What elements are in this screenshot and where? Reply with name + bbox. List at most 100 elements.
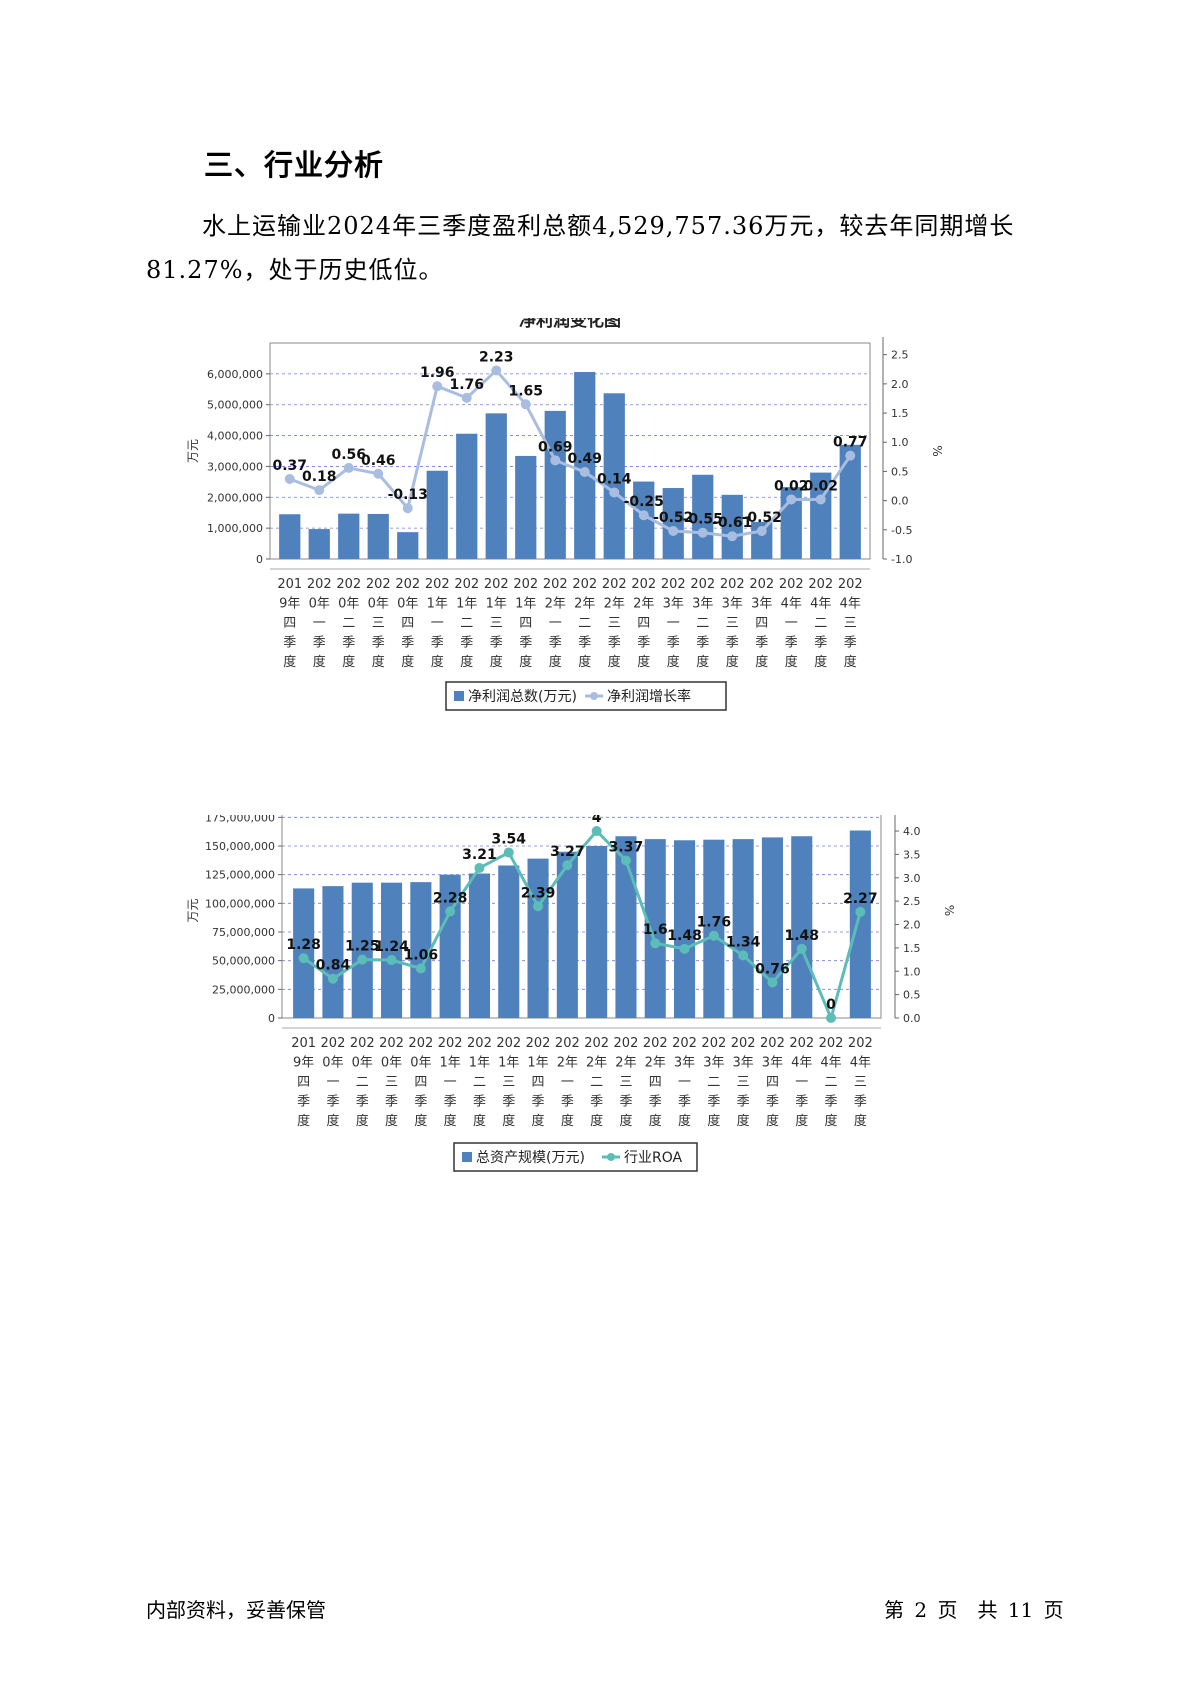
line-point	[727, 531, 738, 542]
y-tick-label: 0	[256, 553, 263, 566]
bar	[426, 470, 448, 559]
line-point	[591, 826, 602, 837]
x-tick-label: 一	[667, 616, 680, 631]
x-tick-label: 季	[766, 1095, 779, 1110]
x-tick-label: 202	[760, 1036, 785, 1051]
x-tick-label: 一	[785, 616, 798, 631]
line-point	[845, 450, 856, 461]
x-tick-label: 度	[342, 654, 355, 670]
data-label: 1.76	[697, 915, 732, 931]
y-tick-label: 150,000,000	[205, 840, 275, 853]
bar	[791, 836, 813, 1018]
line-point	[491, 365, 502, 376]
x-tick-label: 度	[431, 654, 444, 670]
y2-tick-label: 2.5	[903, 895, 921, 908]
y2-tick-label: 4.0	[903, 825, 921, 838]
x-tick-label: 季	[795, 1095, 808, 1110]
x-tick-label: 季	[342, 636, 355, 651]
data-label: 0.02	[803, 478, 838, 494]
x-tick-label: 四	[637, 616, 650, 631]
x-tick-label: 季	[431, 636, 444, 651]
x-tick-label: 202	[631, 577, 656, 592]
x-tick-label: 季	[385, 1095, 398, 1110]
bar	[439, 874, 461, 1018]
y-axis-label: 万元	[186, 439, 200, 463]
x-tick-label: 季	[667, 636, 680, 651]
bar	[338, 513, 360, 559]
x-tick-label: 三	[619, 1075, 632, 1090]
x-tick-label: 202	[408, 1036, 433, 1051]
x-tick-label: 2年	[615, 1056, 636, 1071]
line-point	[373, 468, 384, 479]
x-tick-label: 一	[326, 1075, 339, 1090]
x-tick-label: 3年	[674, 1056, 695, 1071]
x-tick-label: 4年	[791, 1056, 812, 1071]
x-tick-label: 202	[366, 577, 391, 592]
y2-tick-label: 2.0	[903, 919, 921, 932]
y2-tick-label: 2.0	[891, 378, 909, 391]
line-point	[415, 963, 426, 974]
data-label: 0.37	[272, 458, 307, 474]
x-tick-label: 202	[848, 1036, 873, 1051]
y2-tick-label: 2.5	[891, 349, 909, 362]
y2-tick-label: -0.5	[891, 524, 912, 537]
x-tick-label: 1年	[527, 1056, 548, 1071]
x-tick-label: 季	[372, 636, 385, 651]
section-paragraph: 水上运输业2024年三季度盈利总额4,529,757.36万元，较去年同期增长8…	[146, 204, 1046, 292]
line-point	[815, 494, 826, 505]
y-tick-label: 6,000,000	[207, 368, 263, 381]
x-tick-label: 二	[356, 1075, 369, 1090]
bar	[574, 372, 596, 559]
x-tick-label: 202	[789, 1036, 814, 1051]
x-tick-label: 202	[454, 577, 479, 592]
x-tick-label: 0年	[410, 1056, 431, 1071]
x-tick-label: 0年	[397, 597, 418, 612]
total-assets-chart: 总资产变化图025,000,00050,000,00075,000,000100…	[175, 772, 1020, 1275]
line-point	[708, 930, 719, 941]
x-tick-label: 三	[372, 616, 385, 631]
x-tick-label: 度	[637, 654, 650, 670]
x-tick-label: 202	[467, 1036, 492, 1051]
bar	[732, 839, 754, 1018]
x-tick-label: 三	[385, 1075, 398, 1090]
x-tick-label: 三	[502, 1075, 515, 1090]
bar	[586, 846, 608, 1018]
x-tick-label: 0年	[309, 597, 330, 612]
line-point	[445, 906, 456, 917]
x-tick-label: 202	[496, 1036, 521, 1051]
x-tick-label: 202	[307, 577, 332, 592]
x-tick-label: 202	[731, 1036, 756, 1051]
line-point	[386, 955, 397, 966]
x-tick-label: 1年	[498, 1056, 519, 1071]
line-point	[679, 943, 690, 954]
x-tick-label: 202	[720, 577, 745, 592]
x-tick-label: 3年	[663, 597, 684, 612]
x-tick-label: 四	[401, 616, 414, 631]
legend-line-marker	[607, 1153, 615, 1161]
x-tick-label: 202	[808, 577, 833, 592]
y2-axis-label: %	[930, 445, 944, 456]
x-tick-label: 季	[608, 636, 621, 651]
y2-tick-label: 0.5	[891, 465, 909, 478]
data-label: 1.28	[286, 937, 321, 953]
x-tick-label: 三	[726, 616, 739, 631]
x-tick-label: 202	[584, 1036, 609, 1051]
x-tick-label: 202	[379, 1036, 404, 1051]
bar	[308, 529, 330, 559]
x-tick-label: 202	[779, 577, 804, 592]
x-tick-label: 二	[460, 616, 473, 631]
y-tick-label: 3,000,000	[207, 460, 263, 473]
x-tick-label: 度	[372, 654, 385, 670]
line-point	[756, 525, 767, 536]
y2-tick-label: 1.5	[903, 942, 921, 955]
line-point	[432, 381, 443, 392]
x-tick-label: 度	[795, 1113, 808, 1129]
line-point	[562, 860, 573, 871]
data-label: 0	[826, 997, 836, 1013]
x-tick-label: 二	[578, 616, 591, 631]
bar	[498, 865, 520, 1018]
x-tick-label: 度	[356, 1113, 369, 1129]
data-label: 2.28	[433, 890, 468, 906]
x-tick-label: 度	[678, 1113, 691, 1129]
x-tick-label: 202	[425, 577, 450, 592]
